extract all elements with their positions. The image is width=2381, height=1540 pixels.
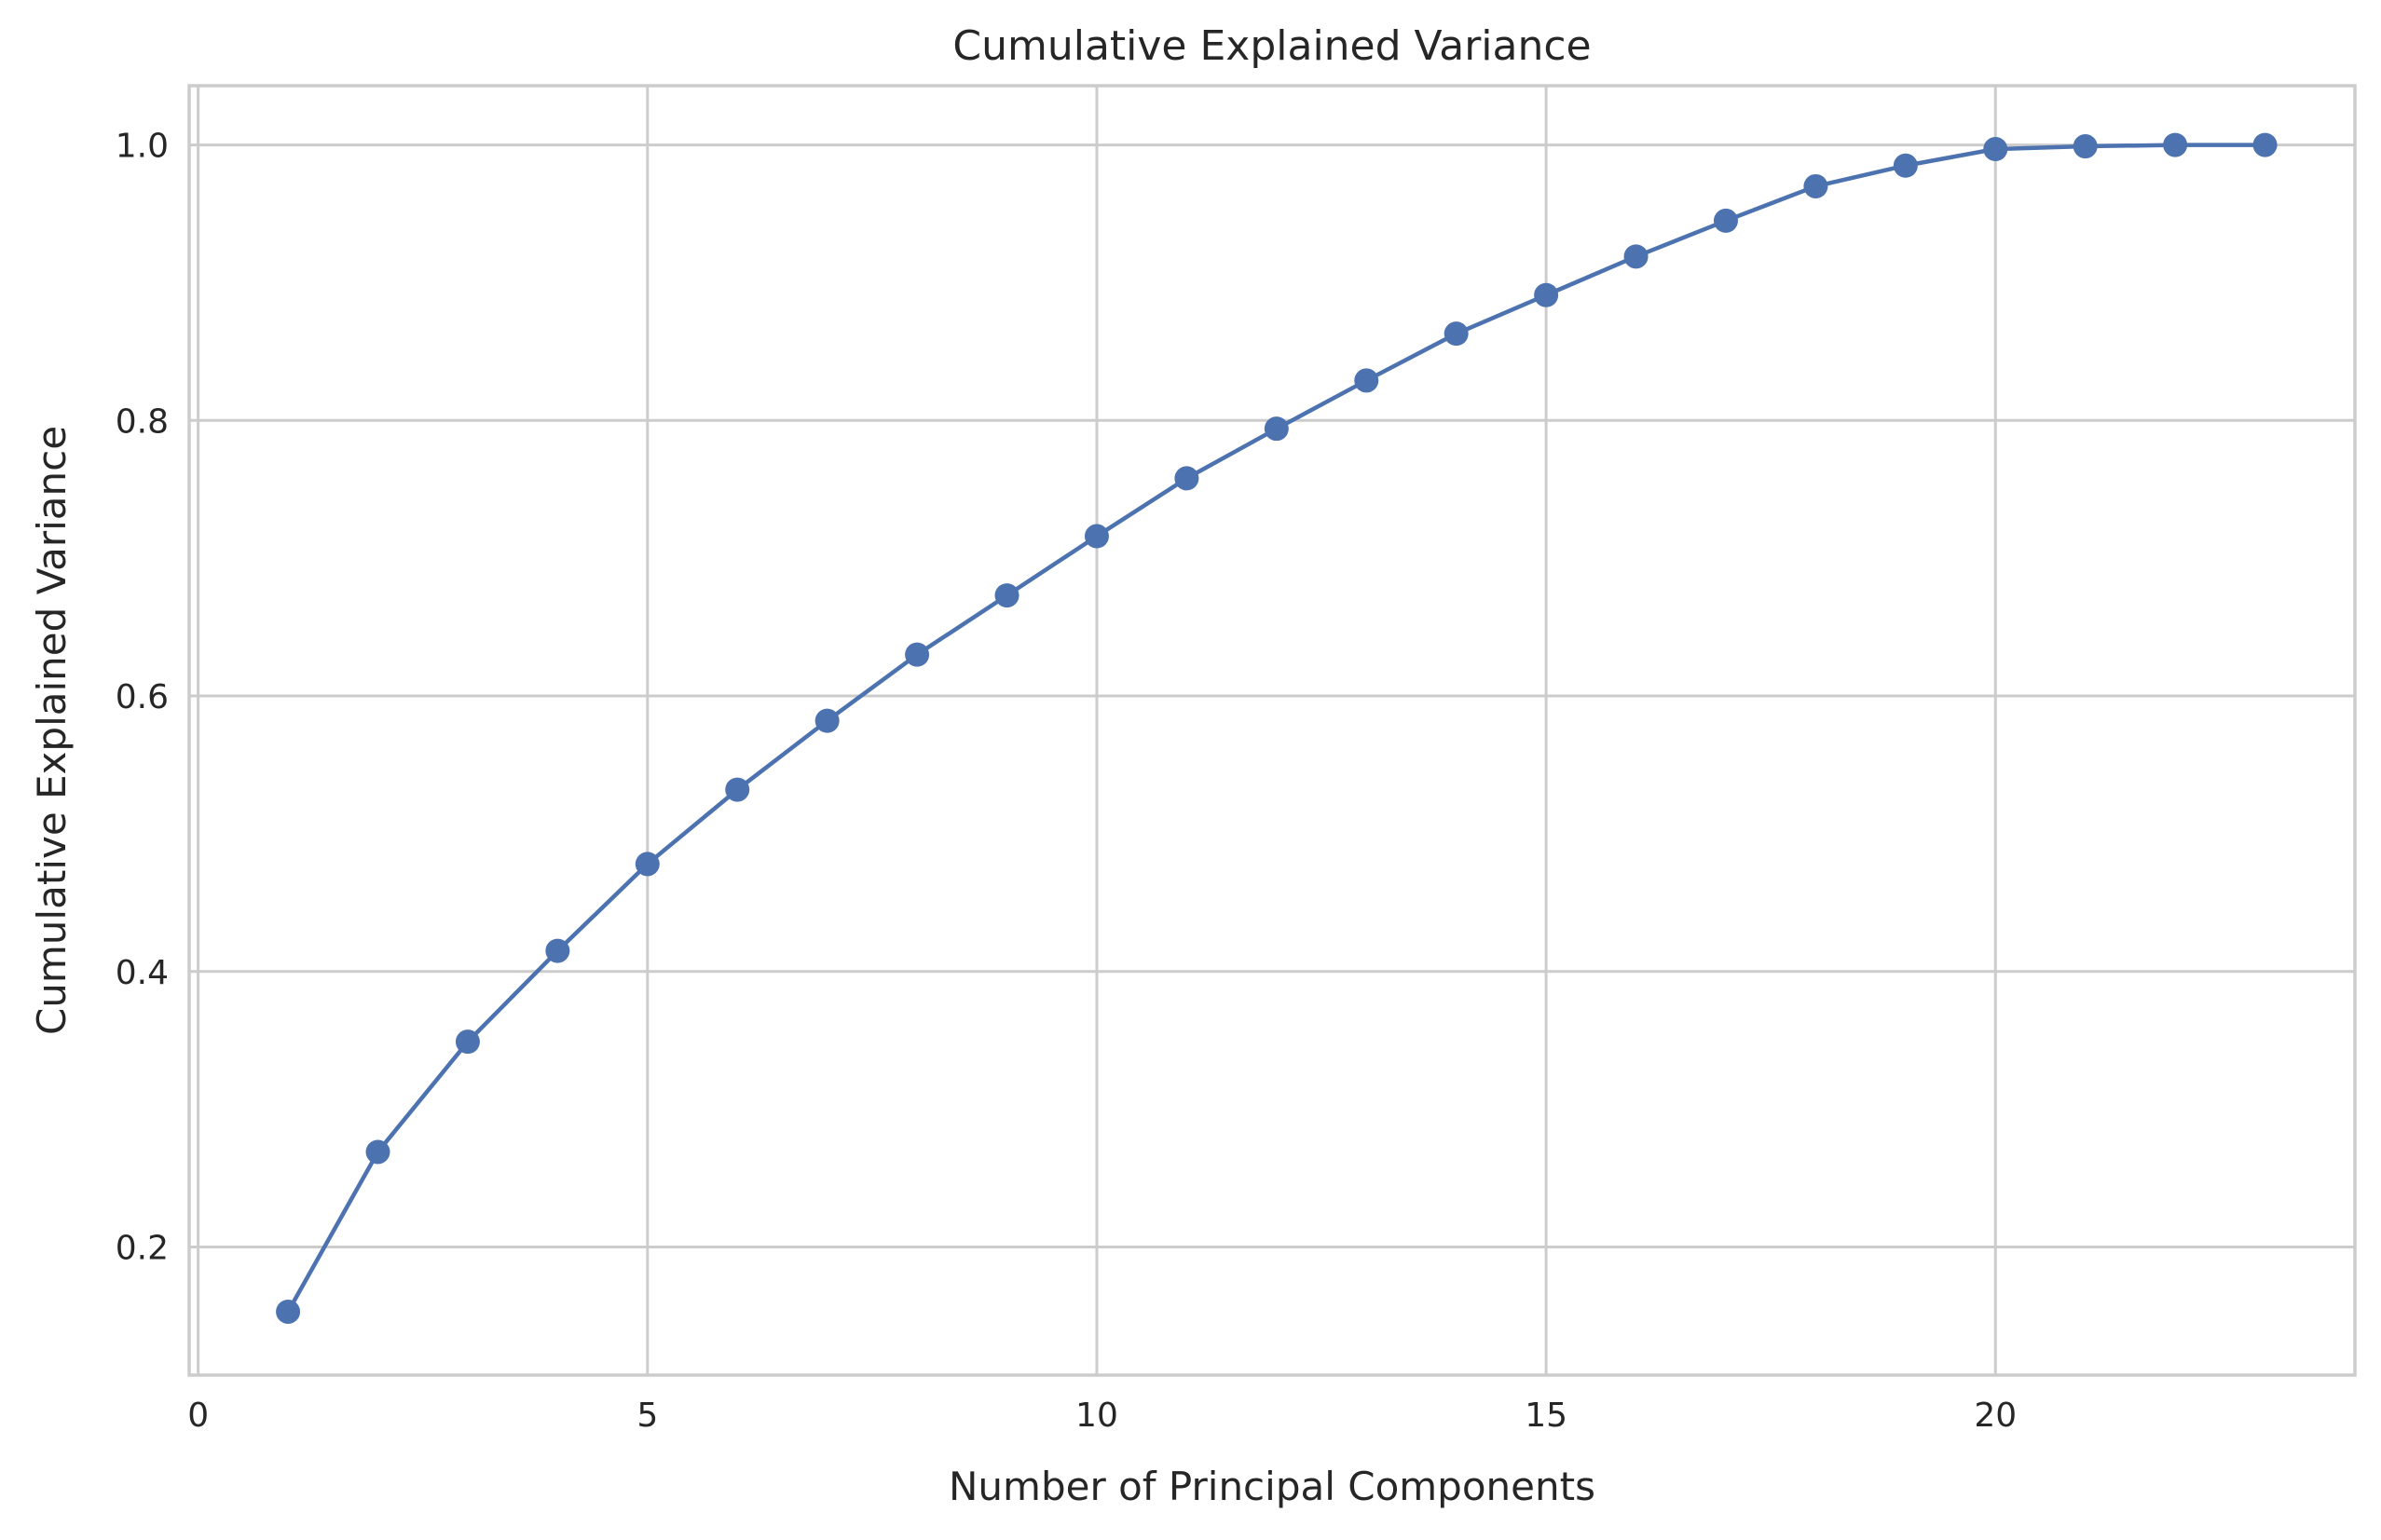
data-point-11 <box>1174 466 1199 491</box>
y-tick-label-0: 0.2 <box>116 1229 169 1267</box>
x-tick-labels: 0 5 10 15 20 <box>187 1397 2017 1435</box>
x-tick-label-1: 5 <box>636 1397 658 1435</box>
y-tick-label-3: 0.8 <box>116 402 169 441</box>
data-point-21 <box>2073 134 2098 159</box>
y-tick-labels: 0.2 0.4 0.6 0.8 1.0 <box>116 128 169 1268</box>
data-point-23 <box>2252 132 2278 157</box>
y-tick-label-1: 0.4 <box>116 954 169 992</box>
y-tick-label-2: 0.6 <box>116 678 169 716</box>
x-axis-title: Number of Principal Components <box>949 1464 1595 1509</box>
data-point-19 <box>1893 153 1918 178</box>
data-point-22 <box>2163 132 2188 157</box>
data-point-12 <box>1264 416 1289 442</box>
data-point-15 <box>1534 282 1559 307</box>
x-tick-label-3: 15 <box>1525 1397 1567 1435</box>
data-point-16 <box>1623 244 1649 269</box>
data-point-20 <box>1983 137 2008 162</box>
data-point-18 <box>1803 173 1828 198</box>
x-tick-label-0: 0 <box>187 1397 209 1435</box>
data-point-17 <box>1713 208 1738 233</box>
data-point-8 <box>905 642 930 667</box>
data-point-5 <box>635 852 660 877</box>
data-point-9 <box>994 583 1019 608</box>
data-point-2 <box>365 1139 390 1165</box>
chart-title: Cumulative Explained Variance <box>952 22 1591 70</box>
data-point-10 <box>1084 524 1109 549</box>
data-point-13 <box>1354 368 1379 393</box>
plot-frame <box>187 84 2357 1377</box>
x-tick-label-4: 20 <box>1974 1397 2017 1435</box>
data-point-6 <box>725 777 750 802</box>
data-point-7 <box>814 708 840 733</box>
y-axis-title: Cumulative Explained Variance <box>29 426 75 1035</box>
x-tick-label-2: 10 <box>1075 1397 1118 1435</box>
data-point-14 <box>1444 321 1469 347</box>
data-point-3 <box>455 1029 480 1055</box>
data-point-1 <box>276 1299 301 1324</box>
data-point-4 <box>545 938 570 963</box>
series-group <box>276 132 2278 1324</box>
y-tick-label-4: 1.0 <box>116 128 169 166</box>
